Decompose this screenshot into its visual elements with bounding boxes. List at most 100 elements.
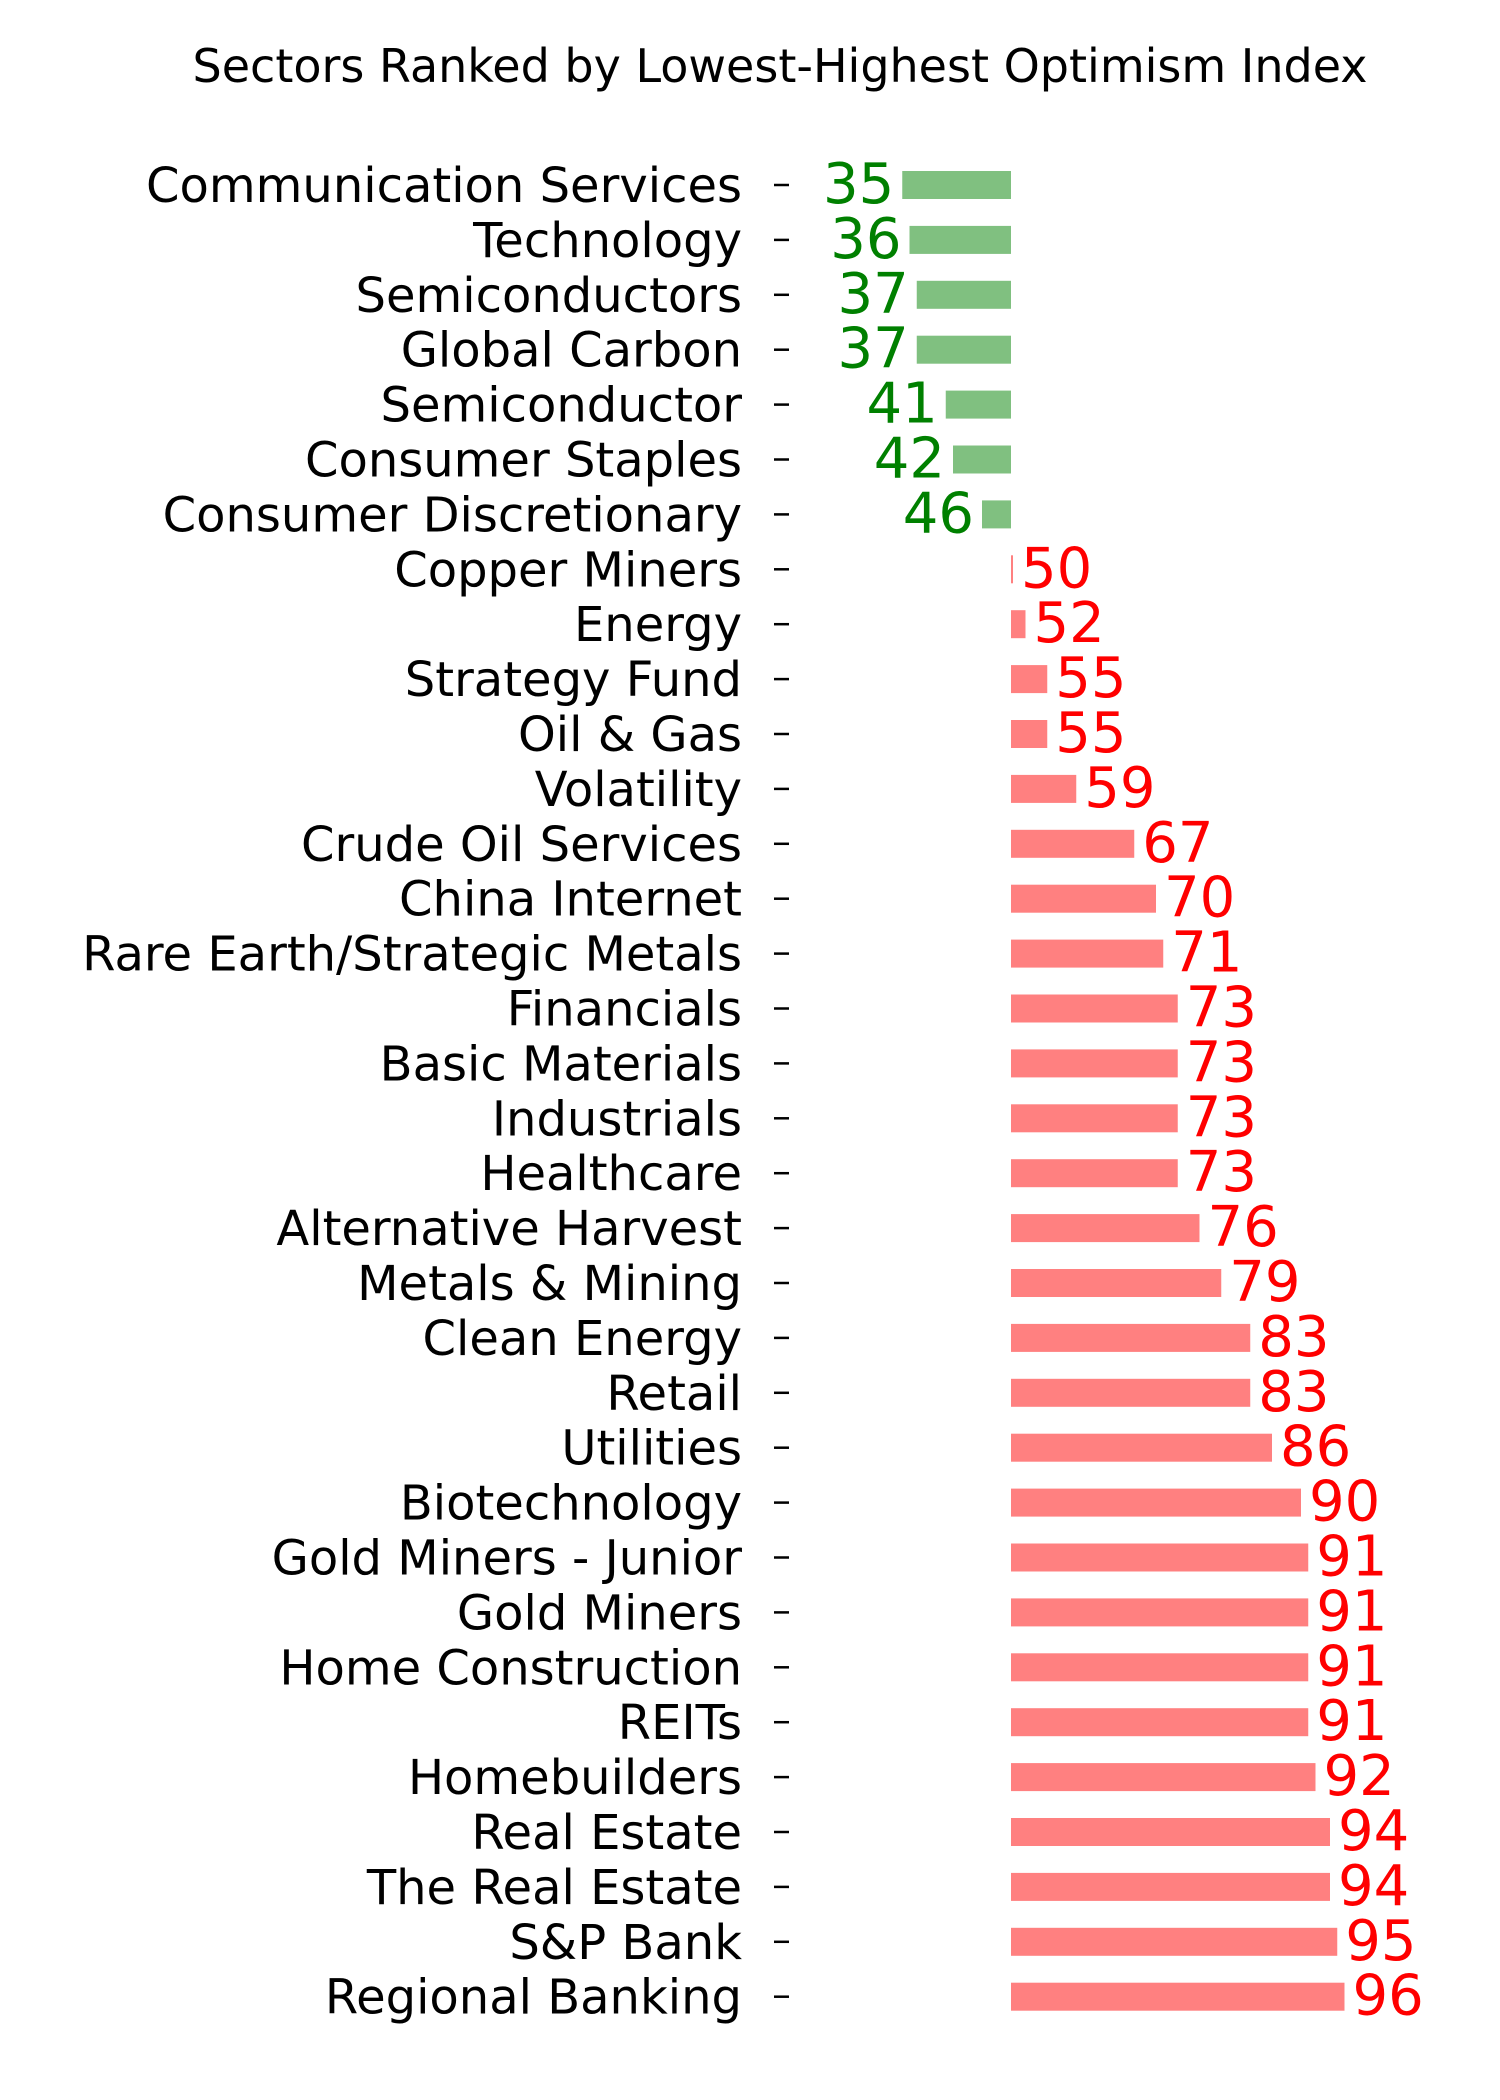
bar [916,335,1011,364]
bar [945,390,1011,419]
value-label: 73 [1186,1030,1257,1095]
category-label: Regional Banking [325,1970,742,2026]
bar [1011,1488,1301,1517]
bar [1011,939,1164,968]
value-label: 91 [1316,1634,1387,1699]
bar [1011,665,1048,694]
value-label: 37 [837,262,908,327]
bar-rows: Communication Services 35 Technology 36 Semi… [82,152,1424,2029]
value-label: 55 [1055,646,1126,711]
value-label: 46 [903,481,974,546]
category-label: Clean Energy [422,1311,742,1367]
bar [1011,1378,1251,1407]
bar [1011,1818,1330,1846]
bar [1011,1269,1222,1297]
category-label: Home Construction [279,1640,742,1696]
bar [1011,1433,1272,1462]
bar [1011,994,1178,1023]
value-label: 91 [1316,1579,1387,1644]
category-label: Financials [507,982,742,1038]
value-label: 67 [1142,811,1213,876]
value-label: 94 [1338,1854,1409,1919]
value-label: 37 [837,317,908,382]
bar [1011,884,1156,913]
chart-title: Sectors Ranked by Lowest-Highest Optimis… [193,39,1368,93]
category-label: S&P Bank [509,1915,742,1971]
category-label: Semiconductor [381,378,743,434]
bar [1011,720,1048,748]
category-label: Healthcare [480,1146,742,1202]
value-label: 36 [830,207,901,272]
bar [1011,1323,1251,1352]
value-label: 73 [1186,976,1257,1041]
category-label: Semiconductors [356,268,742,324]
value-label: 94 [1338,1799,1409,1864]
category-label: Retail [606,1366,742,1422]
value-label: 55 [1055,701,1126,766]
category-label: Rare Earth/Strategic Metals [82,927,742,983]
value-label: 52 [1034,591,1105,656]
bar [1011,774,1077,803]
bar [1011,1159,1178,1188]
bar [916,280,1011,309]
category-label: Strategy Fund [405,652,742,708]
value-label: 70 [1164,866,1235,931]
category-label: Communication Services [146,158,742,214]
category-label: Gold Miners - Junior [272,1531,743,1587]
category-label: Global Carbon [401,323,742,379]
category-label: Consumer Discretionary [163,487,742,543]
bar [1011,1653,1309,1682]
category-label: Homebuilders [408,1750,742,1806]
bar [1011,1763,1316,1792]
value-label: 71 [1171,921,1242,986]
bar [1011,829,1135,858]
category-label: Alternative Harvest [276,1201,742,1257]
category-label: Energy [574,597,742,653]
category-label: Industrials [492,1091,742,1147]
bar [1011,1598,1309,1627]
value-label: 73 [1186,1085,1257,1150]
category-label: Oil & Gas [518,707,742,763]
category-label: REITs [618,1695,742,1751]
value-label: 83 [1258,1360,1329,1425]
bar [902,171,1011,199]
bar [1011,1708,1309,1737]
bar [1011,610,1026,639]
value-label: 91 [1316,1525,1387,1590]
category-label: Gold Miners [457,1585,742,1641]
category-label: Utilities [561,1421,742,1477]
bar [1011,1927,1338,1956]
value-label: 59 [1084,756,1155,821]
category-label: Volatility [535,762,742,818]
value-label: 76 [1208,1195,1279,1260]
bar [909,225,1011,254]
value-label: 41 [866,372,937,437]
category-label: China Internet [399,872,742,928]
category-label: Consumer Staples [305,433,742,489]
value-label: 42 [874,427,945,492]
value-label: 35 [823,152,894,217]
category-label: Crude Oil Services [301,817,742,873]
bar [1011,1872,1330,1901]
value-label: 90 [1309,1470,1380,1535]
bar [982,500,1011,529]
value-label: 83 [1258,1305,1329,1370]
bar [1011,555,1013,584]
bar [1011,1104,1178,1133]
category-label: The Real Estate [366,1860,742,1916]
bar [1011,1214,1200,1243]
value-label: 86 [1280,1415,1351,1480]
bar [1011,1543,1309,1572]
value-label: 92 [1324,1744,1395,1809]
bar [953,445,1011,474]
value-label: 79 [1229,1250,1300,1315]
category-label: Metals & Mining [357,1256,742,1312]
bar [1011,1982,1345,2011]
category-label: Biotechnology [400,1476,742,1532]
category-label: Real Estate [471,1805,742,1861]
category-label: Basic Materials [380,1036,742,1092]
category-label: Technology [472,213,742,269]
value-label: 73 [1186,1140,1257,1205]
value-label: 95 [1345,1909,1416,1974]
